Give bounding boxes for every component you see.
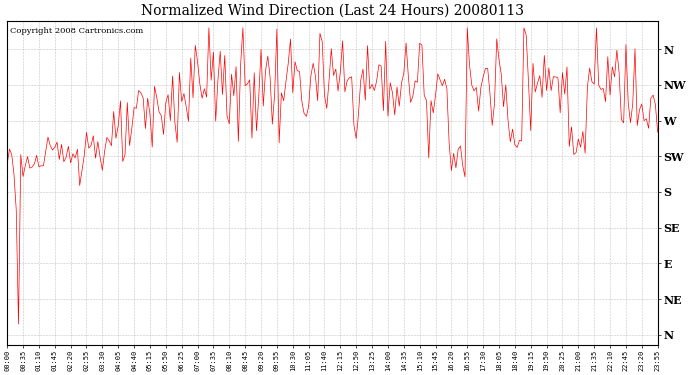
Text: Copyright 2008 Cartronics.com: Copyright 2008 Cartronics.com (10, 27, 144, 35)
Title: Normalized Wind Direction (Last 24 Hours) 20080113: Normalized Wind Direction (Last 24 Hours… (141, 4, 524, 18)
